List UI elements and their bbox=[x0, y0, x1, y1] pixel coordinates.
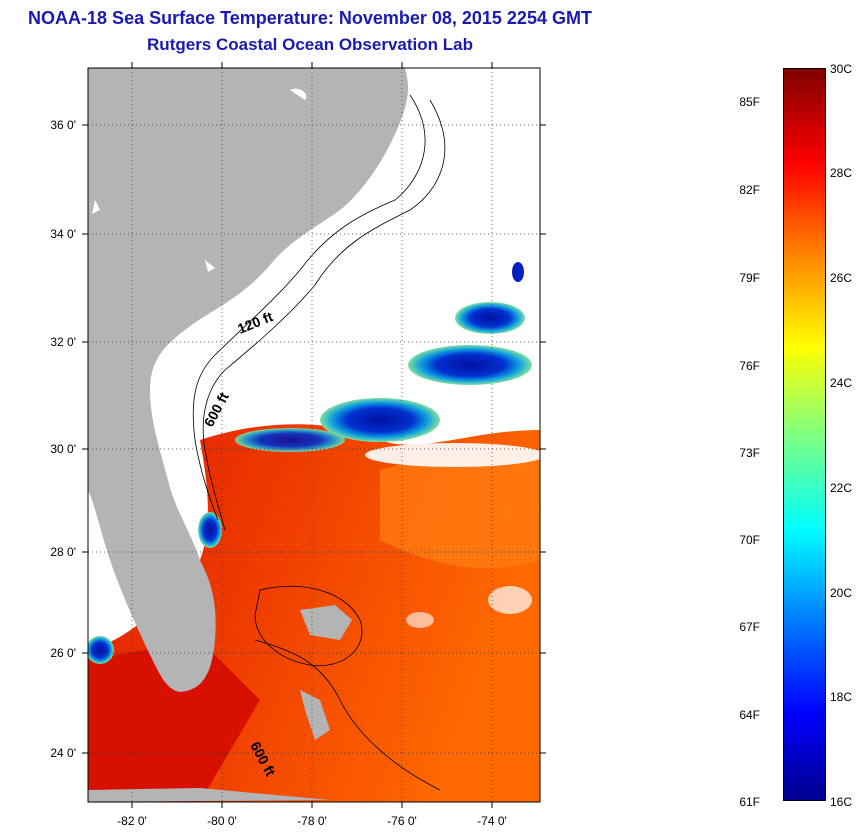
lat-tick-label: 30 0' bbox=[50, 442, 76, 456]
colorbar-c-label: 26C bbox=[830, 271, 853, 285]
lat-tick-label: 24 0' bbox=[50, 746, 76, 760]
cloud-patch bbox=[406, 612, 434, 628]
colorbar-f-label: 67F bbox=[739, 620, 760, 634]
cold-water-patch bbox=[235, 428, 345, 452]
colorbar-f-label: 79F bbox=[739, 271, 760, 285]
contour-bahamas bbox=[254, 639, 441, 791]
lat-tick-label: 26 0' bbox=[50, 646, 76, 660]
colorbar-c-label: 20C bbox=[830, 586, 853, 600]
lon-tick-label: -78 0' bbox=[297, 814, 327, 828]
cold-water-patch bbox=[408, 345, 532, 385]
cold-water-patch bbox=[512, 262, 524, 282]
colorbar-c-label: 30C bbox=[830, 62, 853, 76]
land-us-coast bbox=[88, 68, 409, 692]
gulf-warm-water bbox=[88, 640, 260, 802]
lon-tick-label: -76 0' bbox=[387, 814, 417, 828]
lat-tick-label: 36 0' bbox=[50, 118, 76, 132]
plot-frame bbox=[87, 67, 541, 803]
colorbar-c-label: 18C bbox=[830, 690, 853, 704]
land-island bbox=[300, 605, 352, 640]
warm-orange-patch bbox=[380, 453, 540, 569]
lat-tick-label: 32 0' bbox=[50, 335, 76, 349]
lat-tick-label: 34 0' bbox=[50, 227, 76, 241]
lat-tick-label: 28 0' bbox=[50, 545, 76, 559]
map-subtitle: Rutgers Coastal Ocean Observation Lab bbox=[147, 35, 473, 54]
colorbar-f-label: 73F bbox=[739, 446, 760, 460]
map-title: NOAA-18 Sea Surface Temperature: Novembe… bbox=[28, 8, 592, 28]
colorbar-f-label: 61F bbox=[739, 795, 760, 809]
cloud-patch bbox=[365, 443, 540, 467]
contour-120ft bbox=[192, 94, 426, 521]
colorbar-f-label: 64F bbox=[739, 708, 760, 722]
colorbar-c-label: 22C bbox=[830, 481, 853, 495]
colorbar-c-label: 28C bbox=[830, 166, 853, 180]
contour-600ft bbox=[202, 99, 446, 531]
lon-tick-label: -74 0' bbox=[477, 814, 507, 828]
land-cuba bbox=[88, 788, 330, 802]
cold-water-patch bbox=[455, 302, 525, 334]
cold-water-patch bbox=[320, 398, 440, 442]
colorbar-f-label: 82F bbox=[739, 183, 760, 197]
colorbar-f-label: 76F bbox=[739, 359, 760, 373]
cloud-patch bbox=[488, 586, 532, 614]
colorbar-f-label: 85F bbox=[739, 95, 760, 109]
lon-tick-label: -82 0' bbox=[117, 814, 147, 828]
cold-water-patch bbox=[198, 512, 222, 548]
colorbar-f-label: 70F bbox=[739, 533, 760, 547]
graticule bbox=[88, 68, 540, 802]
cold-water-patch bbox=[88, 636, 114, 664]
lon-tick-label: -80 0' bbox=[207, 814, 237, 828]
colorbar-c-label: 16C bbox=[830, 795, 853, 809]
tick-marks bbox=[82, 62, 546, 808]
land-island bbox=[300, 690, 330, 740]
temperature-colorbar bbox=[783, 68, 826, 801]
colorbar-c-label: 24C bbox=[830, 376, 853, 390]
